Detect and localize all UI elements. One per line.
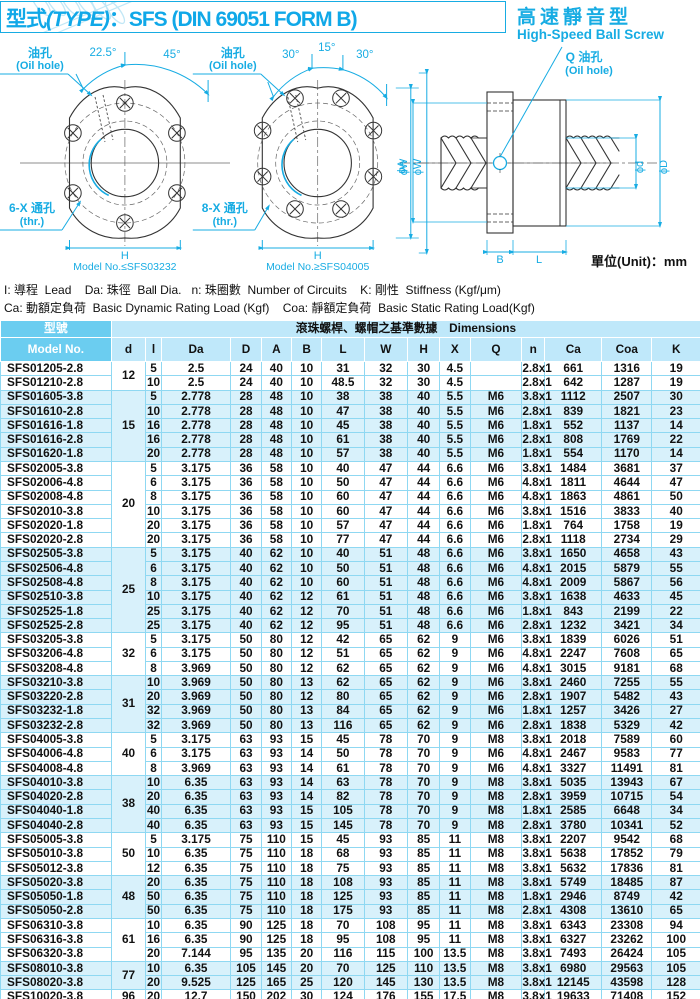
svg-text:L: L	[536, 254, 542, 266]
svg-text:油孔: 油孔	[28, 45, 52, 60]
svg-text:45°: 45°	[163, 49, 180, 61]
svg-text:B: B	[496, 254, 503, 266]
svg-text:30°: 30°	[356, 49, 373, 61]
svg-text:ϕW: ϕW	[412, 158, 424, 175]
svg-text:Model No.≤SFS03232: Model No.≤SFS03232	[73, 261, 176, 270]
svg-text:單位(Unit)：mm: 單位(Unit)：mm	[591, 254, 687, 269]
svg-text:8-X 通孔: 8-X 通孔	[202, 200, 248, 215]
svg-text:(Oil hole): (Oil hole)	[209, 60, 257, 72]
svg-text:(thr.): (thr.)	[213, 216, 238, 228]
svg-text:(thr.): (thr.)	[20, 216, 45, 228]
svg-text:15°: 15°	[318, 42, 335, 54]
svg-text:(Oil hole): (Oil hole)	[565, 65, 613, 77]
svg-text:ϕW: ϕW	[398, 158, 410, 175]
svg-text:Q 油孔: Q 油孔	[566, 49, 603, 64]
svg-text:30°: 30°	[282, 49, 299, 61]
svg-text:(Oil hole): (Oil hole)	[16, 60, 64, 72]
svg-text:22.5°: 22.5°	[90, 47, 117, 59]
svg-text:Model No.≥SFS04005: Model No.≥SFS04005	[266, 261, 369, 270]
svg-text:ϕd: ϕd	[634, 161, 646, 173]
svg-text:ϕD: ϕD	[658, 160, 670, 174]
svg-text:6-X 通孔: 6-X 通孔	[9, 200, 55, 215]
svg-text:油孔: 油孔	[221, 45, 245, 60]
